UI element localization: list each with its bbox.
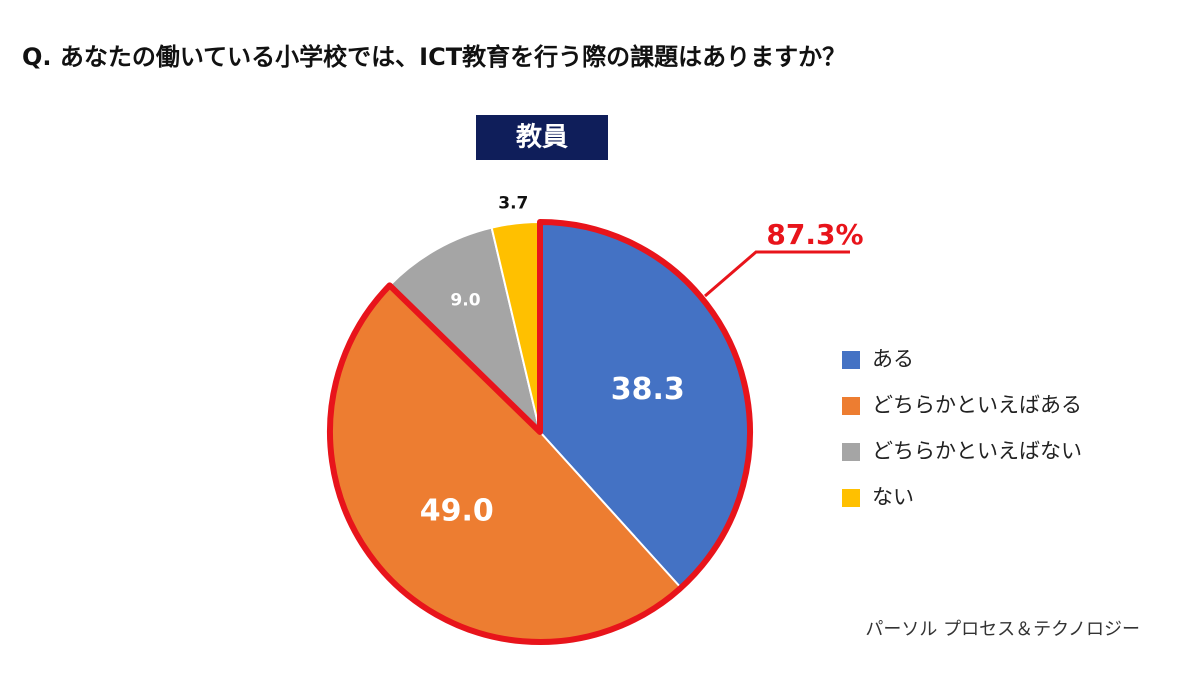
value-label: 38.3 [611,372,685,407]
pie-slice [388,226,542,436]
value-label: 3.7 [498,194,528,214]
legend-swatch [842,397,860,415]
legend-label: どちらかといえばある [872,393,1082,417]
legend-swatch [842,443,860,461]
value-label: 49.0 [420,494,494,529]
annotation-leader [704,250,850,298]
subtitle: 教員 [516,123,568,153]
subtitle-badge [476,115,608,160]
legend-swatch [842,489,860,507]
highlight-outline [327,219,753,645]
legend-swatch [842,351,860,369]
value-label: 9.0 [450,290,480,310]
source: パーソル プロセス＆テクノロジー [865,619,1140,640]
annotation: 87.3% [766,218,863,251]
chart-title: Q. あなたの働いている小学校では、ICT教育を行う際の課題はありますか？ [22,43,846,71]
legend-label: ある [872,347,914,371]
legend-label: ない [872,485,914,509]
legend-label: どちらかといえばない [872,439,1082,463]
